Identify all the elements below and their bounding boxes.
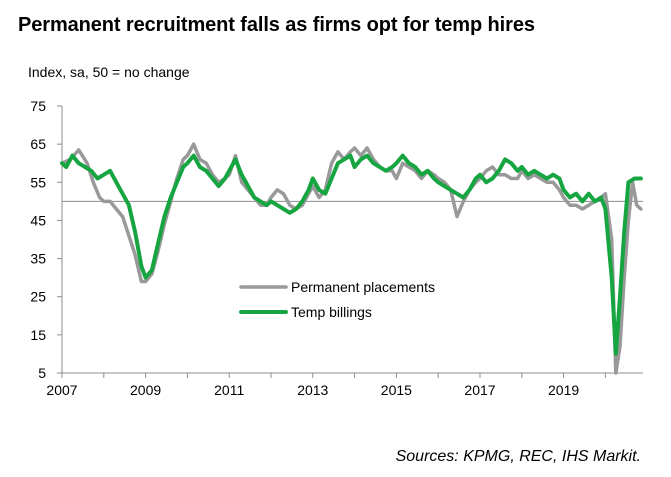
series-line-permanent-placements: [60, 142, 643, 375]
x-tick-label: 2017: [464, 382, 495, 398]
series-line-temp-billings: [60, 153, 643, 356]
y-tick-label: 75: [30, 98, 46, 114]
legend: Permanent placements Temp billings: [239, 279, 435, 320]
x-tick-label: 2015: [381, 382, 412, 398]
x-tick-label: 2011: [214, 382, 244, 398]
y-tick-label: 25: [30, 289, 46, 305]
y-tick-label: 65: [30, 136, 46, 152]
legend-label: Temp billings: [291, 304, 372, 320]
x-axis: 2007 2009 2011 2013 2015 2017 2019: [46, 372, 643, 398]
y-axis-unit-label: Index, sa, 50 = no change: [28, 64, 190, 80]
y-axis: 5 15 25 35 45 55 65 75: [30, 98, 63, 381]
y-tick-label: 5: [38, 365, 46, 381]
x-tick-label: 2007: [46, 382, 77, 398]
source-note: Sources: KPMG, REC, IHS Markit.: [395, 448, 641, 465]
chart-title: Permanent recruitment falls as firms opt…: [18, 14, 535, 36]
x-tick-label: 2013: [297, 382, 328, 398]
y-tick-label: 45: [30, 212, 46, 228]
y-tick-label: 15: [30, 327, 46, 343]
series-group: [60, 142, 643, 375]
y-tick-label: 35: [30, 251, 46, 267]
legend-label: Permanent placements: [291, 279, 435, 295]
y-tick-label: 55: [30, 174, 46, 190]
x-tick-label: 2019: [548, 382, 579, 398]
x-tick-label: 2009: [130, 382, 161, 398]
